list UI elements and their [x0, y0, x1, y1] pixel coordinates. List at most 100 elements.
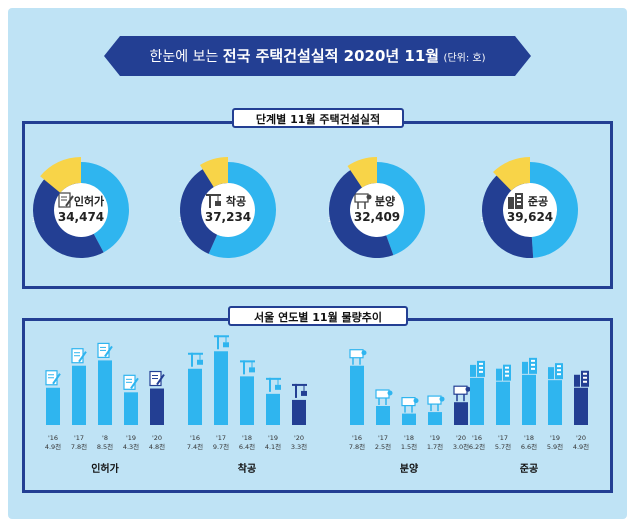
- header-unit: (단위: 호): [443, 53, 486, 64]
- donut-total: 34,474: [58, 210, 104, 224]
- building-window: [557, 369, 561, 372]
- building-window: [479, 366, 483, 369]
- bar-value-label: 9.7천: [213, 442, 229, 451]
- sign-board: [375, 389, 390, 399]
- local-slice: [377, 162, 426, 256]
- bar: [214, 351, 228, 425]
- bar: [522, 374, 536, 425]
- building-window: [557, 373, 561, 376]
- document-pen-icon: [97, 342, 113, 358]
- crane-icon: [266, 377, 281, 392]
- bar-year-label: '19: [126, 434, 136, 442]
- bar-value-label: 1.5천: [401, 442, 417, 451]
- document-pen-icon: [123, 374, 139, 390]
- pen-shape: [52, 373, 61, 385]
- crane-load: [215, 201, 221, 206]
- bar: [402, 413, 416, 425]
- building-icon: [548, 363, 563, 380]
- header-title: 한눈에 보는 전국 주택건설실적 2020년 11월 (단위: 호): [104, 36, 531, 76]
- building-icon: [574, 370, 589, 387]
- pen-shape: [65, 195, 74, 207]
- sign-board: [354, 193, 369, 203]
- bar: [46, 387, 60, 425]
- bar-value-label: 7.8천: [349, 442, 365, 451]
- bar-value-label: 6.2천: [469, 442, 485, 451]
- header-main-title: 전국 주택건설실적 2020년 11월: [222, 47, 440, 65]
- bar-value-label: 7.8천: [71, 442, 87, 451]
- crane-load: [223, 342, 229, 348]
- signboard-icon: [401, 397, 419, 413]
- bar-group-label: 인허가: [91, 462, 119, 475]
- bar-year-label: '19: [268, 434, 278, 442]
- bar-year-label: '17: [498, 434, 508, 442]
- bar: [98, 360, 112, 425]
- bar-year-label: '20: [456, 434, 466, 442]
- bar-year-label: '16: [48, 434, 58, 442]
- crane-load: [249, 367, 255, 373]
- donut-hole: [201, 183, 255, 237]
- building-window: [517, 203, 521, 205]
- building-window: [517, 199, 521, 201]
- bar-year-label: '17: [74, 434, 84, 442]
- bar-year-label: '16: [190, 434, 200, 442]
- bar-value-label: 1.7천: [427, 442, 443, 451]
- bar-value-label: 4.9천: [573, 442, 589, 451]
- bar-group-label: 분양: [400, 463, 419, 475]
- bar: [548, 380, 562, 425]
- building-window: [479, 362, 483, 365]
- local-slice: [530, 162, 579, 258]
- bar-value-label: 4.3천: [123, 442, 139, 451]
- bar: [454, 402, 468, 425]
- capital-slice: [482, 162, 534, 258]
- sign-person: [439, 396, 445, 402]
- building-left: [522, 361, 528, 374]
- sign-board: [349, 349, 364, 359]
- bar: [240, 376, 254, 425]
- bar: [72, 365, 86, 425]
- pen-shape: [78, 351, 87, 363]
- bar: [428, 412, 442, 425]
- crane-icon: [240, 360, 255, 375]
- pen-shape: [104, 345, 113, 357]
- building-window: [505, 374, 509, 377]
- seoul-slice: [199, 157, 228, 188]
- building-window: [479, 370, 483, 373]
- local-slice: [81, 162, 130, 253]
- donut-total: 32,409: [354, 210, 400, 224]
- bar-year-label: '18: [524, 434, 534, 442]
- bar-group-label: 준공: [520, 463, 538, 475]
- seoul-slice: [40, 157, 81, 193]
- bar-year-label: '17: [378, 434, 388, 442]
- bar-value-label: 6.4천: [239, 442, 255, 451]
- banner-ribbon: [104, 36, 531, 76]
- bar: [150, 388, 164, 425]
- sign-board: [401, 397, 416, 407]
- crane-icon: [292, 383, 307, 398]
- crane-icon: [206, 194, 221, 208]
- bar-year-label: '18: [404, 434, 414, 442]
- sign-person: [366, 194, 372, 200]
- building-icon: [522, 357, 537, 374]
- donut-title: 분양: [375, 194, 395, 208]
- bar-year-label: '20: [152, 434, 162, 442]
- building-window: [505, 366, 509, 369]
- signboard-icon: [453, 385, 471, 402]
- building-icon: [508, 193, 523, 209]
- section2-title: 서울 연도별 11월 물량추이: [228, 306, 408, 326]
- crane-load: [197, 359, 203, 365]
- building-window: [583, 380, 587, 383]
- bar: [188, 368, 202, 425]
- document-pen-icon: [45, 370, 61, 386]
- bar-value-label: 3.0천: [453, 442, 469, 451]
- header-banner: 한눈에 보는 전국 주택건설실적 2020년 11월 (단위: 호): [104, 36, 531, 76]
- building-window: [517, 195, 521, 197]
- bar: [266, 393, 280, 425]
- bar-value-label: 4.9천: [45, 442, 61, 451]
- bar-value-label: 4.8천: [149, 442, 165, 451]
- crane-icon: [214, 335, 229, 350]
- bar: [350, 365, 364, 425]
- bar: [574, 387, 588, 425]
- bar-year-label: '8: [102, 434, 108, 442]
